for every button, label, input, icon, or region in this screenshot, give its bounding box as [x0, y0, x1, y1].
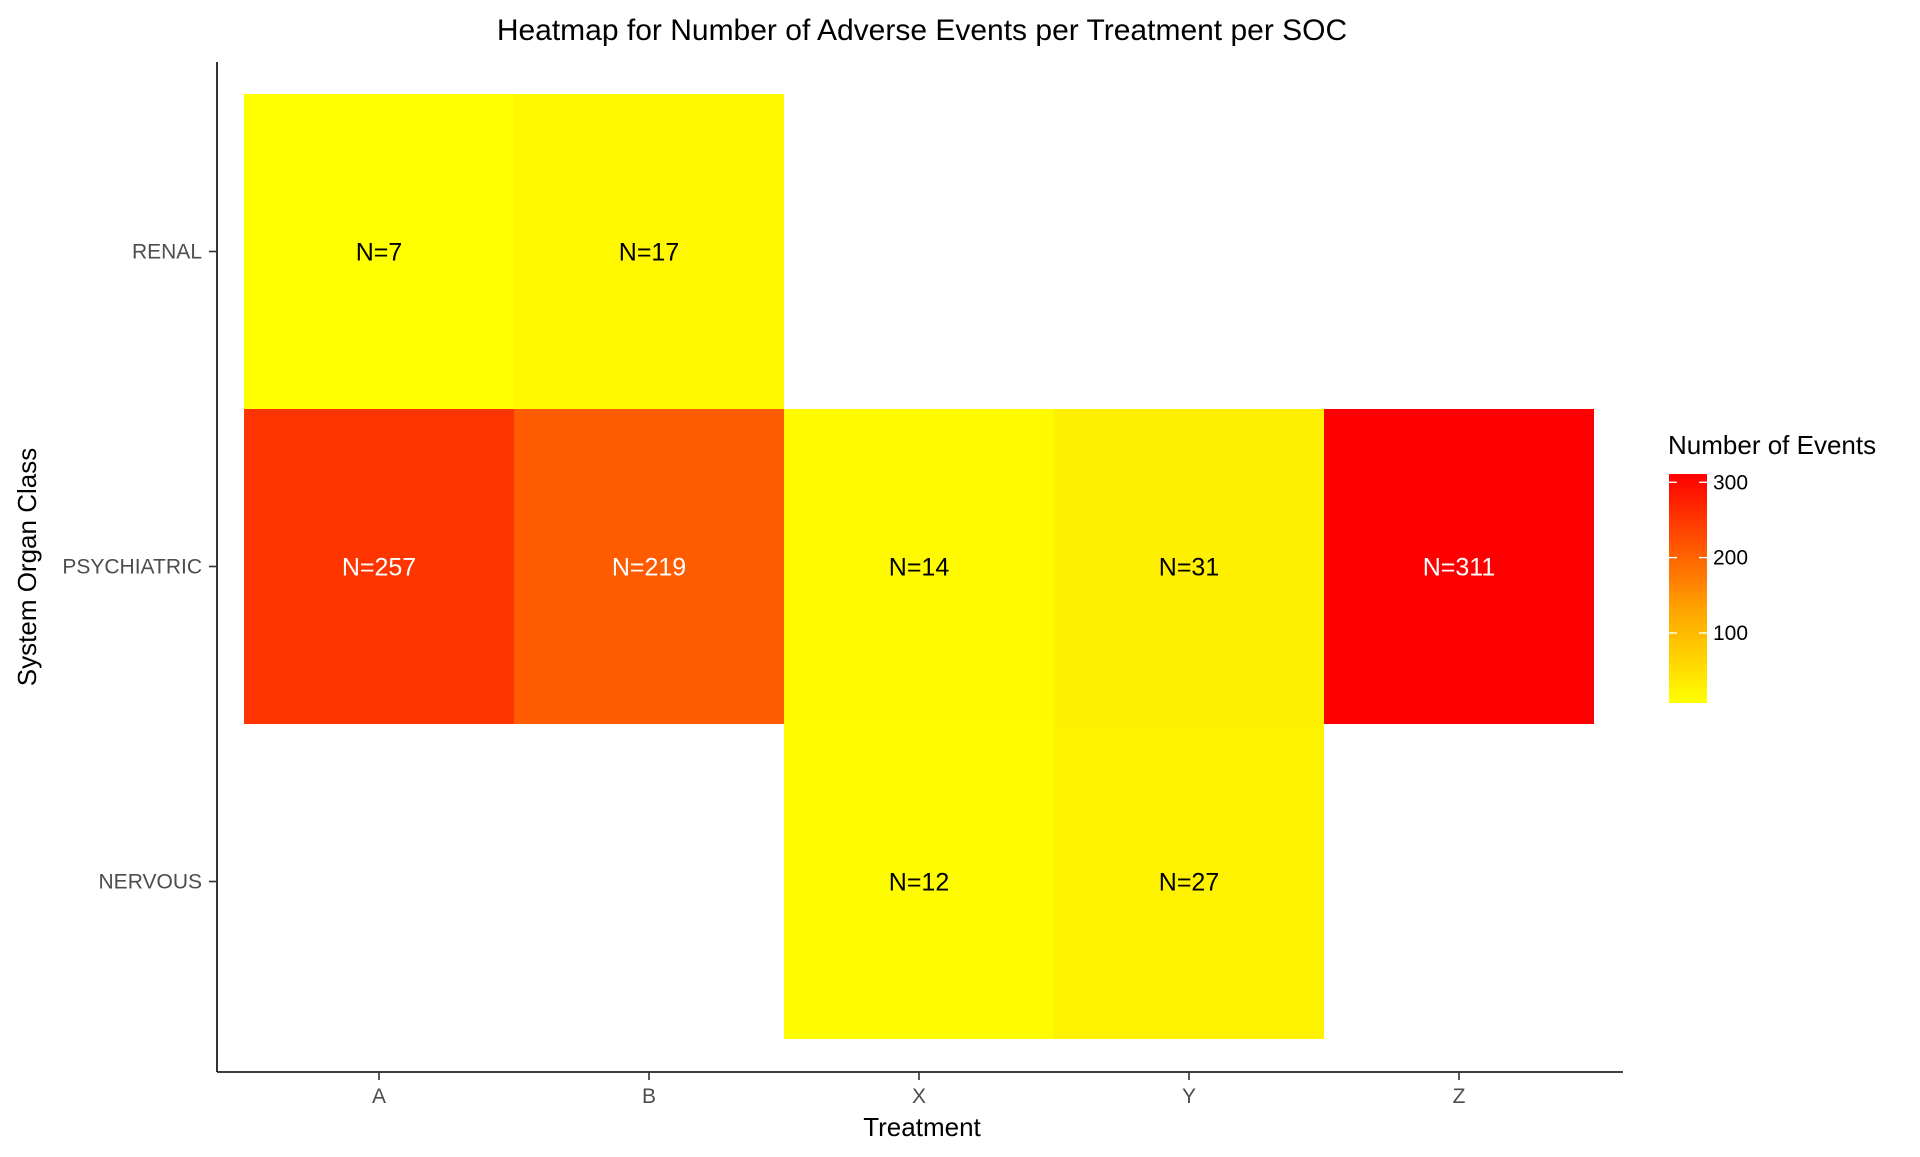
legend-tick-label: 200: [1713, 547, 1748, 570]
legend-tick-label: 100: [1713, 622, 1748, 645]
cell-label: N=17: [619, 239, 679, 267]
cell-label: N=14: [889, 554, 950, 582]
cell-labels-layer: N=7 N=17 N=257 N=219 N=14 N=31 N=311 N=12 N=27: [342, 239, 1495, 897]
heatmap-cell: [784, 409, 1054, 724]
y-tick-label: PSYCHIATRIC: [62, 556, 202, 579]
cell-label: N=219: [612, 554, 686, 582]
y-ticks-layer: RENAL PSYCHIATRIC NERVOUS: [62, 241, 217, 894]
heatmap-cell: [1054, 409, 1324, 724]
cell-label: N=12: [889, 869, 949, 897]
legend-colorbar: [1669, 474, 1707, 703]
y-tick-label: RENAL: [132, 241, 202, 264]
x-axis-title: Treatment: [863, 1112, 981, 1142]
x-tick-label: Y: [1182, 1085, 1196, 1108]
x-tick-label: X: [912, 1085, 926, 1108]
chart-title: Heatmap for Number of Adverse Events per…: [497, 14, 1347, 47]
legend-tick-label: 300: [1713, 471, 1748, 494]
y-axis-title: System Organ Class: [12, 448, 42, 686]
heatmap-cell: [514, 94, 784, 409]
legend-ticks-layer: 100 200 300: [1669, 471, 1748, 645]
y-tick-label: NERVOUS: [99, 871, 202, 894]
heatmap-cell: [1054, 724, 1324, 1039]
x-tick-label: Z: [1453, 1085, 1466, 1108]
heatmap-cell: [1324, 409, 1594, 724]
cell-label: N=7: [356, 239, 403, 267]
x-tick-label: B: [642, 1085, 656, 1108]
cells-layer: [244, 94, 1594, 1039]
legend-title: Number of Events: [1668, 430, 1876, 460]
x-tick-label: A: [372, 1085, 386, 1108]
cell-label: N=31: [1159, 554, 1219, 582]
cell-label: N=311: [1423, 554, 1496, 582]
cell-label: N=257: [342, 554, 416, 582]
heatmap-cell: [784, 724, 1054, 1039]
heatmap-cell: [244, 94, 514, 409]
cell-label: N=27: [1159, 869, 1219, 897]
heatmap-cell: [244, 409, 514, 724]
heatmap-cell: [514, 409, 784, 724]
